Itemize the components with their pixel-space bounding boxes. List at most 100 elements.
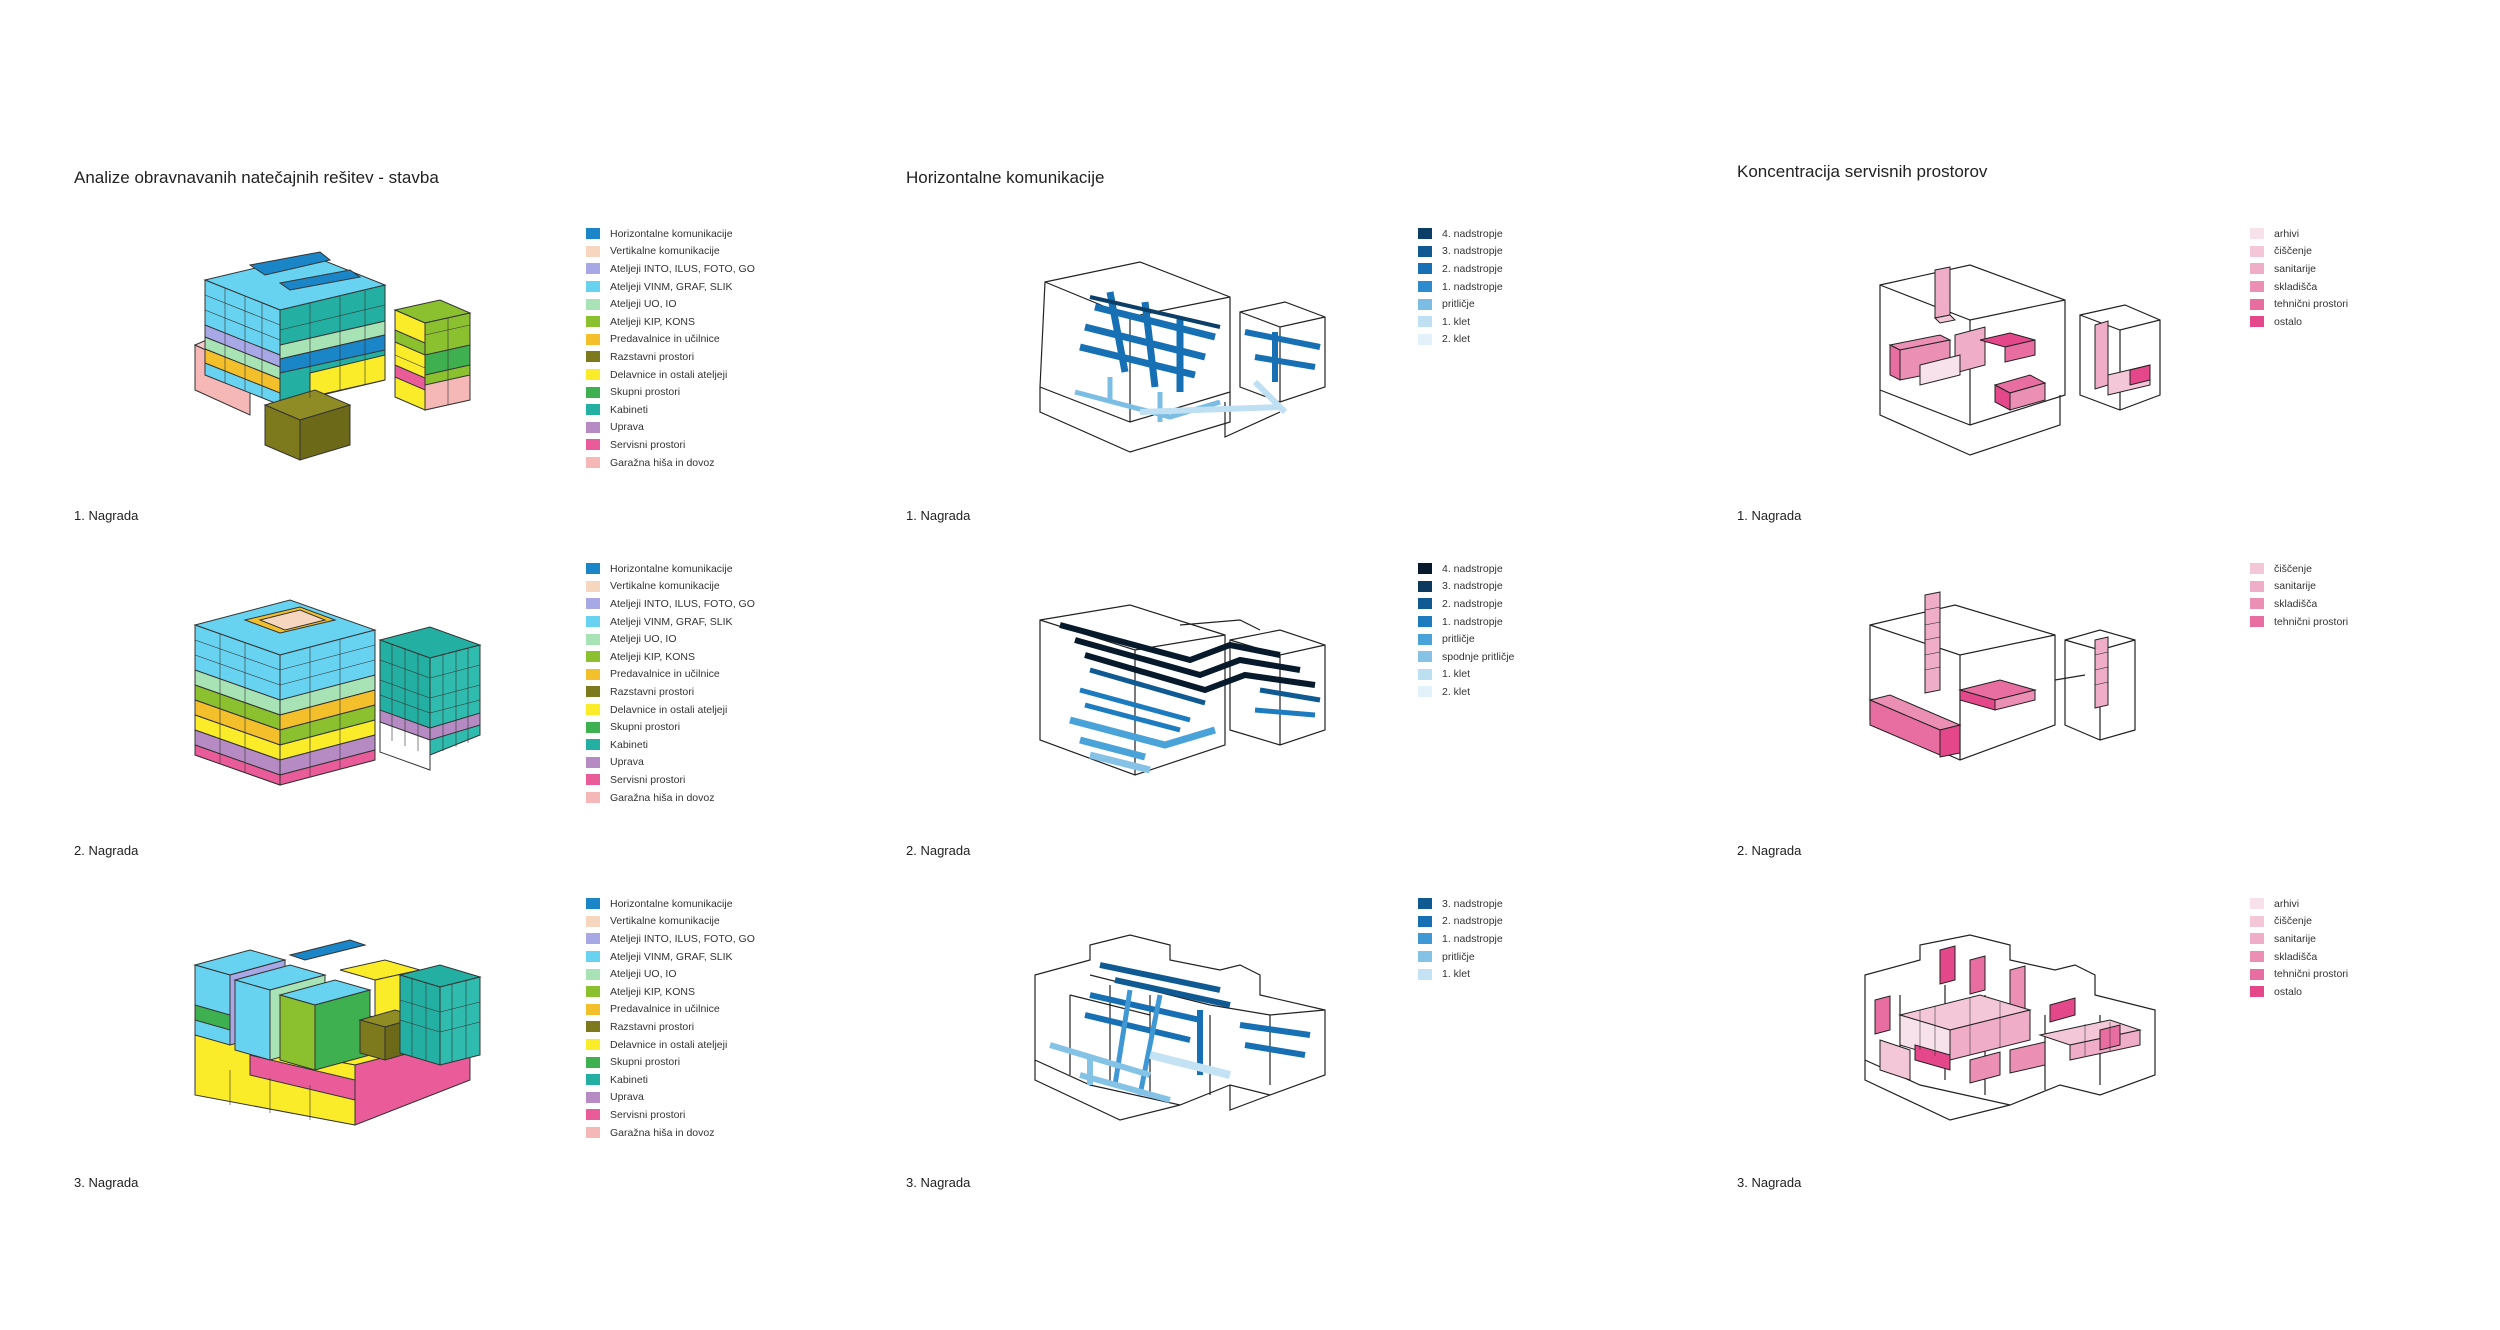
legend-label: 1. klet <box>1442 315 1471 328</box>
legend-label: sanitarije <box>2274 932 2317 945</box>
legend-label: Ateljeji INTO, ILUS, FOTO, GO <box>610 932 755 945</box>
legend-swatch <box>586 404 600 416</box>
legend-item: Ateljeji UO, IO <box>586 965 755 983</box>
legend-item: tehnični prostori <box>2250 613 2348 631</box>
legend-swatch <box>586 1021 600 1033</box>
legend-item: Uprava <box>586 754 755 772</box>
legend-label: Uprava <box>610 421 644 434</box>
legend-label: 3. nadstropje <box>1442 897 1503 910</box>
legend-item: sanitarije <box>2250 578 2348 596</box>
legend-item: arhivi <box>2250 895 2348 913</box>
legend-swatch <box>1418 598 1432 610</box>
legend-label: sanitarije <box>2274 580 2317 593</box>
legend-swatch <box>1418 245 1432 257</box>
legend-label: 4. nadstropje <box>1442 562 1503 575</box>
legend-swatch <box>586 898 600 910</box>
legend-swatch <box>586 951 600 963</box>
legend-item: Horizontalne komunikacije <box>586 895 755 913</box>
legend-item: skladišča <box>2250 278 2348 296</box>
corridor-top <box>1059 622 1316 694</box>
legend-item: Delavnice in ostali ateljeji <box>586 701 755 719</box>
building-outline <box>1034 934 1326 1106</box>
legend-label: arhivi <box>2274 897 2300 910</box>
legend-item: Servisni prostori <box>586 771 755 789</box>
legend-label: skladišča <box>2274 597 2318 610</box>
legend-swatch <box>586 704 600 716</box>
legend-swatch <box>586 457 600 469</box>
legend-item: Kabineti <box>586 401 755 419</box>
legend-label: tehnični prostori <box>2274 615 2349 628</box>
legend-item: arhivi <box>2250 225 2348 243</box>
award-label: 1. Nagrada <box>906 508 971 523</box>
award-label: 3. Nagrada <box>74 1175 139 1190</box>
legend-swatch <box>586 756 600 768</box>
legend-item: ostalo <box>2250 983 2348 1001</box>
legend-swatch <box>2250 898 2264 910</box>
legend-label: Ateljeji VINM, GRAF, SLIK <box>610 950 733 963</box>
legend-label: pritličje <box>1442 950 1475 963</box>
legend-item: Vertikalne komunikacije <box>586 243 755 261</box>
legend-item: Skupni prostori <box>586 718 755 736</box>
legend-item: Predavalnice in učilnice <box>586 331 755 349</box>
legend-item: Ateljeji KIP, KONS <box>586 648 755 666</box>
legend-item: Garažna hiša in dovoz <box>586 1124 755 1142</box>
legend-item: pritličje <box>1418 948 1503 966</box>
service-volumes <box>1868 591 2109 758</box>
legend-item: Servisni prostori <box>586 1106 755 1124</box>
legend-swatch <box>1418 933 1432 945</box>
legend-item: 1. nadstropje <box>1418 613 1514 631</box>
legend-item: 4. nadstropje <box>1418 225 1503 243</box>
legend-swatch <box>586 386 600 398</box>
legend-item: 2. klet <box>1418 331 1503 349</box>
legend-label: Skupni prostori <box>610 721 681 734</box>
service-diagram-1 <box>1879 264 2161 456</box>
service-diagram-2 <box>1868 591 2136 761</box>
legend-swatch <box>2250 951 2264 963</box>
legend-swatch <box>586 721 600 733</box>
legend-swatch <box>1418 263 1432 275</box>
legend-item: 1. klet <box>1418 313 1503 331</box>
legend-item: čiščenje <box>2250 913 2348 931</box>
legend-item: Vertikalne komunikacije <box>586 578 755 596</box>
legend-swatch <box>2250 228 2264 240</box>
legend-swatch <box>1418 580 1432 592</box>
legend: Horizontalne komunikacije Vertikalne komu… <box>586 560 755 806</box>
legend-item: Ateljeji VINM, GRAF, SLIK <box>586 278 755 296</box>
corridor-ground <box>1074 377 1221 422</box>
legend-item: skladišča <box>2250 595 2348 613</box>
legend-swatch <box>586 245 600 257</box>
legend-item: 3. nadstropje <box>1418 578 1514 596</box>
legend-swatch <box>1418 668 1432 680</box>
legend-item: Skupni prostori <box>586 1053 755 1071</box>
legend-item: Horizontalne komunikacije <box>586 560 755 578</box>
legend-item: pritličje <box>1418 630 1514 648</box>
legend-label: skladišča <box>2274 950 2318 963</box>
legend-item: Kabineti <box>586 736 755 754</box>
corridor-lower <box>1069 716 1217 761</box>
corridor-top <box>1099 962 1231 1008</box>
award-label: 3. Nagrada <box>1737 1175 1802 1190</box>
legend-label: pritličje <box>1442 633 1475 646</box>
legend-item: ostalo <box>2250 313 2348 331</box>
legend-label: Ateljeji VINM, GRAF, SLIK <box>610 615 733 628</box>
award-label: 2. Nagrada <box>906 843 971 858</box>
service-volumes <box>1874 945 2142 1084</box>
legend-item: Ateljeji UO, IO <box>586 295 755 313</box>
corridor-basement <box>1139 379 1288 415</box>
legend-item: Ateljeji INTO, ILUS, FOTO, GO <box>586 260 755 278</box>
award-label: 2. Nagrada <box>74 843 139 858</box>
legend-label: Delavnice in ostali ateljeji <box>610 703 728 716</box>
legend-label: Servisni prostori <box>610 438 686 451</box>
legend-item: Predavalnice in učilnice <box>586 1001 755 1019</box>
award-label: 2. Nagrada <box>1737 843 1802 858</box>
legend: čiščenje sanitarije skladišča tehnični pros… <box>2250 560 2348 630</box>
legend-label: 2. klet <box>1442 685 1471 698</box>
legend-label: Kabineti <box>610 738 648 751</box>
legend-swatch <box>586 1003 600 1015</box>
legend-swatch <box>1418 633 1432 645</box>
service-volumes <box>1888 266 2151 411</box>
legend-item: 3. nadstropje <box>1418 243 1503 261</box>
legend-swatch <box>1418 898 1432 910</box>
legend-swatch <box>586 316 600 328</box>
legend-swatch <box>1418 316 1432 328</box>
